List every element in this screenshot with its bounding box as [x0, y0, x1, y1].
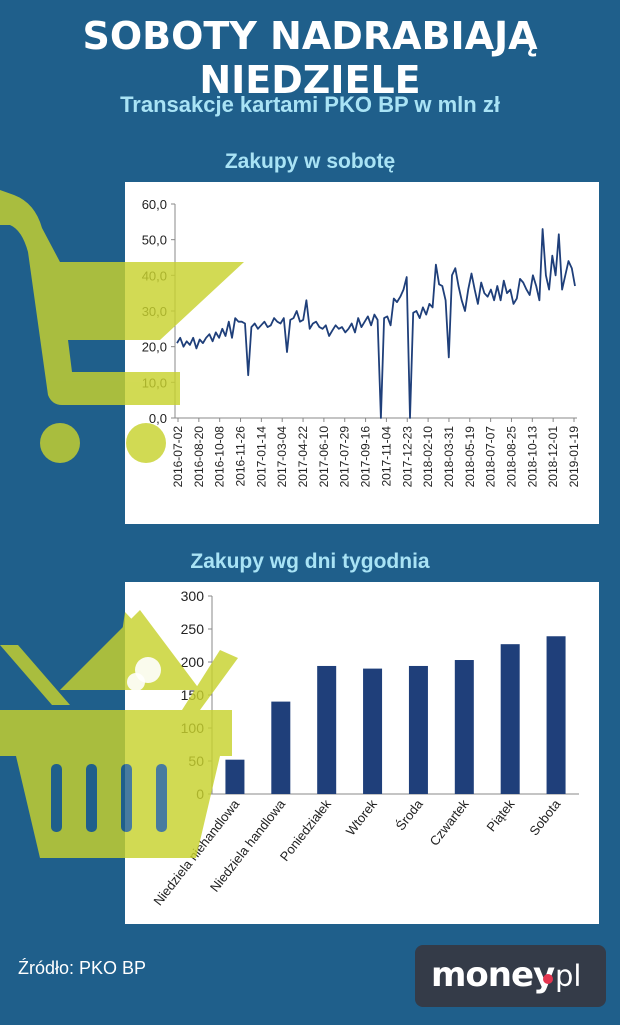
bar: [500, 644, 520, 794]
y-tick-label: 30,0: [142, 304, 167, 319]
x-tick-label: 2018-08-25: [504, 426, 518, 488]
bar: [271, 701, 291, 794]
x-tick-label: 2017-04-22: [296, 426, 310, 488]
y-tick-label: 40,0: [142, 268, 167, 283]
line-chart-title: Zakupy w sobotę: [224, 150, 396, 173]
bar: [408, 665, 428, 794]
x-tick-label: 2017-01-14: [254, 426, 268, 488]
logo-text: money: [431, 955, 555, 995]
x-tick-label: 2017-06-10: [317, 426, 331, 488]
bar-chart-panel: 0 50 100 150 200 250 300 Niedziela niehandlowa N…: [125, 582, 599, 924]
page-title: SOBOTY NADRABIAJĄ NIEDZIELE: [82, 14, 538, 102]
bar-chart-title: Zakupy wg dni tygodnia: [190, 550, 430, 573]
y-tick-label: 250: [181, 621, 205, 637]
y-tick-label: 10,0: [142, 375, 167, 390]
x-tick-label: 2018-07-07: [484, 426, 498, 488]
bar: [363, 668, 383, 794]
x-tick-label: 2017-03-04: [275, 426, 289, 488]
bar: [454, 660, 474, 794]
logo-dot: [543, 974, 553, 984]
x-tick-label: 2018-05-19: [463, 426, 477, 488]
line-chart: 0,0 10,0 20,0 30,0 40,0 50,0 60,0 2016-07-02 201…: [142, 197, 581, 488]
y-tick-label: 50,0: [142, 233, 167, 248]
x-tick-label: 2016-08-20: [192, 426, 206, 488]
line-chart-panel: 0,0 10,0 20,0 30,0 40,0 50,0 60,0 2016-07-02 201…: [125, 182, 599, 524]
y-tick-label: 100: [181, 720, 205, 736]
source-note: Źródło: PKO BP: [18, 958, 147, 978]
x-category-label: Sobota: [526, 796, 564, 838]
x-tick-label: 2018-03-31: [442, 426, 456, 488]
x-category-label: Czwartek: [426, 796, 471, 848]
x-tick-label: 2018-02-10: [421, 426, 435, 488]
page-subtitle: Transakcje kartami PKO BP w mln zł: [120, 92, 500, 117]
x-category-label: Wtorek: [343, 796, 380, 838]
y-tick-label: 0: [196, 786, 204, 802]
y-tick-label: 50: [188, 753, 204, 769]
logo-suffix: pl: [555, 959, 582, 993]
x-tick-label: 2019-01-19: [567, 426, 581, 488]
x-tick-label: 2017-09-16: [359, 426, 373, 488]
x-tick-label: 2017-12-23: [400, 426, 414, 488]
x-category-label: Środa: [393, 796, 427, 833]
x-tick-label: 2017-11-04: [379, 426, 393, 487]
y-tick-label: 300: [181, 588, 205, 604]
y-tick-label: 200: [181, 654, 205, 670]
y-tick-label: 20,0: [142, 340, 167, 355]
y-tick-label: 60,0: [142, 197, 167, 212]
x-tick-label: 2017-07-29: [338, 426, 352, 488]
x-tick-label: 2018-10-13: [525, 426, 539, 488]
bar: [546, 636, 566, 794]
x-category-label: Piątek: [483, 796, 517, 834]
money-pl-logo[interactable]: money pl: [415, 945, 606, 1007]
x-tick-label: 2016-07-02: [171, 426, 185, 488]
x-tick-label: 2016-10-08: [213, 426, 227, 488]
y-tick-label: 150: [181, 687, 205, 703]
bar: [317, 665, 337, 794]
x-tick-label: 2016-11-26: [234, 426, 248, 487]
y-tick-label: 0,0: [149, 411, 167, 426]
x-category-label: Niedziela niehandlowa: [150, 796, 242, 908]
x-tick-label: 2018-12-01: [546, 426, 560, 488]
bar: [225, 759, 245, 794]
series-line: [176, 228, 576, 419]
